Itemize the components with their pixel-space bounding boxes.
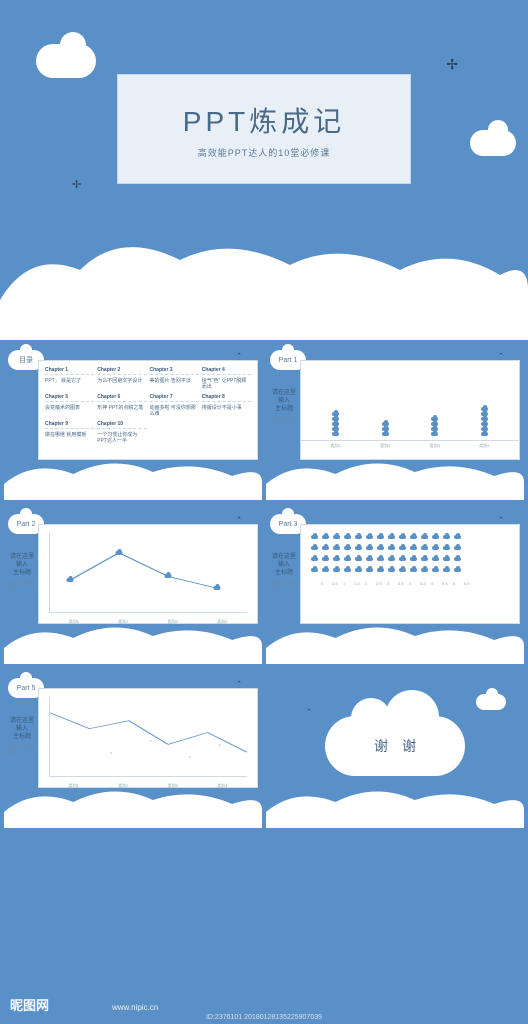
bird-icon: ⌃ [236, 680, 242, 688]
thanks-slide: 谢 谢 ⌃ [266, 668, 524, 828]
bird-icon: ⌃ [149, 740, 153, 746]
dot-row [311, 568, 509, 572]
toc-cell: Chapter 10一个习惯让你成为PPT达人一半 [97, 421, 146, 444]
bird-icon: ✢ [72, 178, 81, 191]
slide-clouds [4, 782, 262, 828]
dot-row [311, 535, 509, 539]
bird-icon: ⌃ [217, 744, 221, 750]
bar-column [332, 412, 339, 436]
line-point [115, 551, 122, 555]
toc-cell: Chapter 1PPT， 就是它了 [45, 367, 94, 390]
bird-icon: ⌃ [188, 756, 192, 762]
bar-chart-panel: 类别1类别2类别3类别4 [300, 360, 520, 460]
toc-cell: Chapter 9做在哪继 就用模板 [45, 421, 94, 444]
area-chart-slide: Part 5 请在这里 输入 主标题 请输入副标题 ⌃⌃⌃⌃ 类别1类别2类别3… [4, 668, 262, 828]
toc-cell: Chapter 5会变魔术的图表 [45, 394, 94, 417]
line-chart-slide: Part 2 请在这里 输入 主标题 请输入副标题 类别1类别2类别3类别4 ⌃ [4, 504, 262, 664]
bird-icon: ⌃ [236, 352, 242, 360]
decorative-cloud [36, 44, 96, 78]
toc-cell: Chapter 4给气"色" 让PPT脱颖而出 [202, 367, 251, 390]
dot-row [311, 546, 509, 550]
toc-cell: Chapter 3美的图片 告别平淡 [150, 367, 199, 390]
slide-clouds [4, 454, 262, 500]
line-chart-panel: 类别1类别2类别3类别4 [38, 524, 258, 624]
main-title: PPT炼成记 [183, 100, 345, 140]
toc-cell: Chapter 7动画多啦 可没你想那么难 [150, 394, 199, 417]
subtitle: 高效能PPT达人的10堂必修课 [198, 146, 331, 159]
hero-slide: ✢ ✢ PPT炼成记 高效能PPT达人的10堂必修课 [0, 0, 528, 340]
toc-cell: Chapter 2为么不回避文字设计 [97, 367, 146, 390]
watermark-meta: ID:2376101 20180128135225907039 [206, 1014, 322, 1021]
toc-cell [202, 421, 251, 444]
line-point [165, 574, 172, 578]
bird-icon: ⌃ [498, 516, 504, 524]
watermark-domain: www.nipic.cn [112, 1003, 158, 1012]
toc-cell: Chapter 6形神 PPT的点睛之笔 [97, 394, 146, 417]
thanks-text: 谢 [402, 736, 416, 756]
base-clouds [0, 230, 528, 340]
slide-grid: 目录 Chapter 1PPT， 就是它了Chapter 2为么不回避文字设计C… [0, 340, 528, 828]
bar-column [431, 417, 438, 436]
dot-chart-panel: 00.511.522.533.544.555.566.5 [300, 524, 520, 624]
toc-cell [150, 421, 199, 444]
decorative-cloud [470, 130, 516, 156]
thanks-cloud: 谢 谢 [325, 716, 465, 776]
slide-clouds [4, 618, 262, 664]
slide-clouds [266, 782, 524, 828]
bar-column [382, 422, 389, 436]
toc-slide: 目录 Chapter 1PPT， 就是它了Chapter 2为么不回避文字设计C… [4, 340, 262, 500]
thanks-text: 谢 [374, 736, 388, 756]
chart-title-side: 请在这里 输入 主标题 请输入副标题 [270, 360, 298, 460]
chart-title-side: 请在这里 输入 主标题 请输入副标题 [8, 524, 36, 624]
bird-icon: ⌃ [236, 516, 242, 524]
toc-cell: Chapter 8排版设计不是小事 [202, 394, 251, 417]
line-point [214, 586, 221, 590]
bar-column [481, 407, 488, 436]
bird-icon: ✢ [446, 56, 458, 73]
slide-clouds [266, 618, 524, 664]
bird-icon: ⌃ [306, 708, 312, 716]
chart-title-side: 请在这里 输入 主标题 请输入副标题 [8, 688, 36, 788]
watermark-brand: 昵图网 [10, 995, 49, 1014]
dot-chart-slide: Part 3 请在这里 输入 主标题 请输入副标题 00.511.522.533… [266, 504, 524, 664]
title-box: PPT炼成记 高效能PPT达人的10堂必修课 [117, 74, 411, 184]
decorative-cloud [476, 694, 506, 710]
line-point [66, 578, 73, 582]
toc-panel: Chapter 1PPT， 就是它了Chapter 2为么不回避文字设计Chap… [38, 360, 258, 460]
bar-chart-slide: Part 1 请在这里 输入 主标题 请输入副标题 类别1类别2类别3类别4 ⌃ [266, 340, 524, 500]
bird-icon: ⌃ [498, 352, 504, 360]
bird-icon: ⌃ [109, 752, 113, 758]
slide-clouds [266, 454, 524, 500]
chart-title-side: 请在这里 输入 主标题 请输入副标题 [270, 524, 298, 624]
area-chart-panel: ⌃⌃⌃⌃ 类别1类别2类别3类别4 [38, 688, 258, 788]
dot-row [311, 557, 509, 561]
